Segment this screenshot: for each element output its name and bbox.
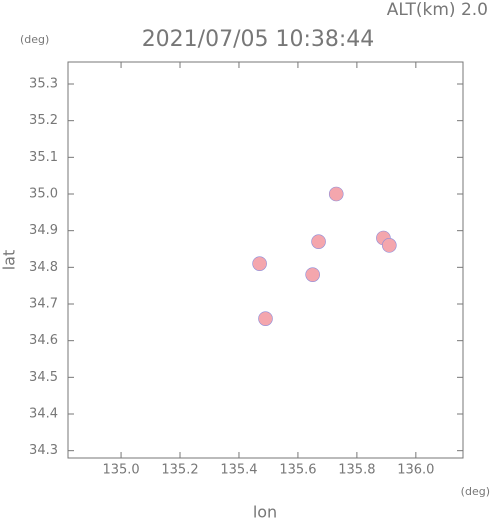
y-tick-label: 34.7: [29, 297, 58, 312]
y-tick-label: 34.5: [29, 370, 58, 385]
x-tick-label: 135.4: [220, 463, 257, 478]
altitude-label: ALT(km) 2.0: [387, 0, 488, 20]
y-tick-label: 34.8: [29, 260, 58, 275]
y-tick-label: 34.9: [29, 223, 58, 238]
x-tick-label: 135.2: [161, 463, 198, 478]
y-axis-label: lat: [0, 250, 19, 271]
y-tick-label: 35.1: [29, 150, 58, 165]
x-tick-label: 135.6: [279, 463, 316, 478]
echo-blob: [258, 311, 273, 326]
x-axis-label: lon: [253, 503, 277, 521]
x-tick-label: 136.0: [397, 463, 434, 478]
echo-blob: [305, 267, 320, 282]
x-tick-label: 135.0: [102, 463, 139, 478]
echo-blob: [252, 256, 267, 271]
y-tick-label: 35.0: [29, 187, 58, 202]
y-tick-label: 35.2: [29, 113, 58, 128]
plot-frame: [67, 61, 464, 459]
echo-blob: [311, 234, 326, 249]
chart-title: 2021/07/05 10:38:44: [142, 27, 375, 52]
echo-blob: [328, 186, 344, 202]
y-unit: (deg): [20, 33, 49, 46]
x-unit: (deg): [461, 485, 490, 498]
y-tick-label: 34.4: [29, 407, 58, 422]
y-tick-label: 34.3: [29, 443, 58, 458]
echo-blob: [382, 238, 397, 253]
y-tick-label: 35.3: [29, 77, 58, 92]
x-tick-label: 135.8: [338, 463, 375, 478]
y-tick-label: 34.6: [29, 333, 58, 348]
